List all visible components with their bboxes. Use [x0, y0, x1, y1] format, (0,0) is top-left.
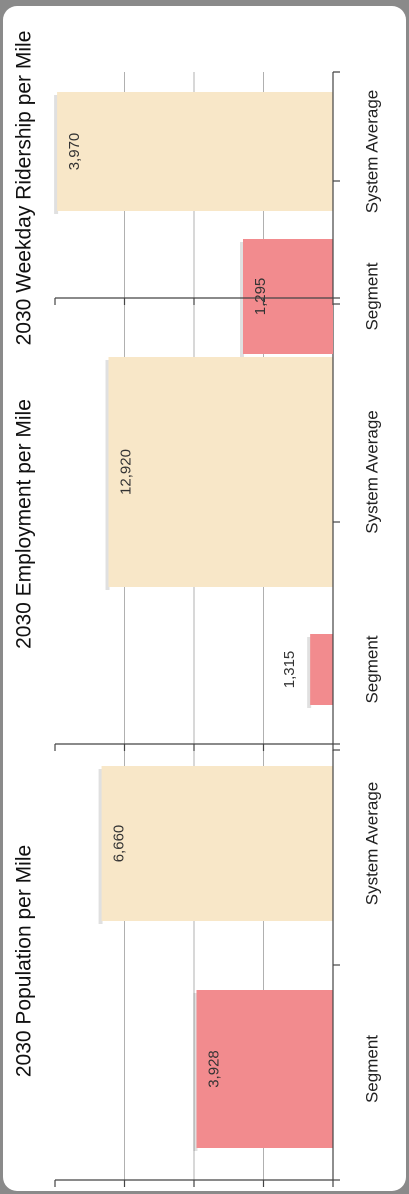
chart-panel: 3,928 6,660 Segment System Average 2030 Popu… — [3, 6, 406, 1191]
category-label: System Average — [362, 90, 381, 213]
bar-segment — [242, 239, 333, 354]
category-label: System Average — [362, 410, 381, 533]
bar-segment — [310, 634, 333, 705]
category-label: Segment — [362, 635, 381, 703]
chart-2: 1,315 12,920 Segment System Average 2030 Emp… — [13, 303, 381, 751]
data-label: 3,970 — [66, 133, 83, 171]
bar-system-average — [108, 357, 333, 587]
data-label: 1,295 — [252, 278, 269, 316]
bar-system-average — [57, 92, 334, 211]
chart-1: 3,928 6,660 Segment System Average 2030 Popu… — [13, 749, 381, 1187]
category-label: Segment — [362, 262, 381, 330]
data-label: 12,920 — [117, 449, 134, 495]
category-label: System Average — [362, 782, 381, 905]
category-label: Segment — [362, 1035, 381, 1103]
charts-svg: 3,928 6,660 Segment System Average 2030 Popu… — [13, 31, 381, 1187]
data-label: 1,315 — [281, 651, 298, 689]
chart-title: 2030 Weekday Ridership per Mile — [13, 31, 36, 346]
bar-shadow — [105, 360, 110, 590]
chart-3: 1,295 3,970 Segment System Average 2030 Week… — [13, 31, 381, 357]
bar-shadow — [98, 769, 103, 924]
data-label: 3,928 — [205, 1050, 222, 1088]
bar-shadow — [307, 637, 312, 708]
data-label: 6,660 — [111, 825, 128, 863]
bar-shadow — [193, 993, 198, 1151]
chart-title: 2030 Employment per Mile — [13, 399, 36, 649]
bar-shadow — [54, 95, 59, 214]
bar-segment — [196, 990, 333, 1148]
bar-shadow — [239, 242, 244, 357]
chart-title: 2030 Population per Mile — [13, 845, 36, 1077]
bar-system-average — [101, 766, 333, 921]
